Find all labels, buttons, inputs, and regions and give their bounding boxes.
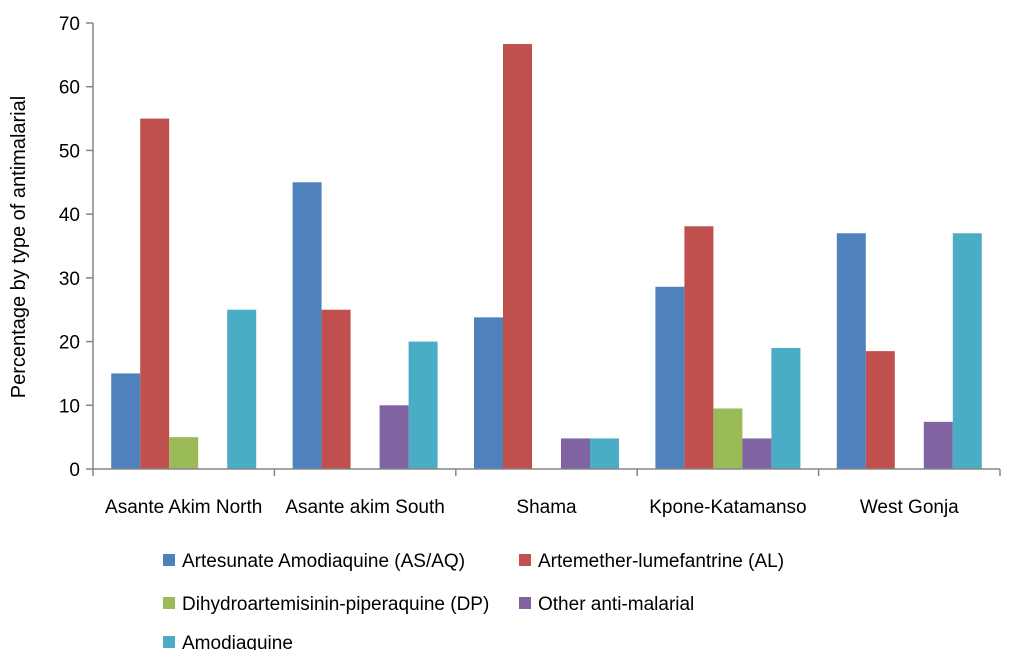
y-tick-label: 70	[59, 14, 80, 35]
bar	[227, 309, 257, 469]
x-category-label: Shama	[516, 497, 577, 518]
y-axis-title: Percentage by type of antimalarial	[8, 96, 30, 398]
bar	[169, 437, 199, 469]
bar	[590, 438, 619, 469]
x-category-label: Asante Akim North	[105, 497, 262, 518]
bar	[836, 233, 866, 469]
bar	[111, 373, 141, 469]
legend-swatch	[163, 554, 175, 566]
y-tick-label: 60	[59, 78, 80, 99]
legend-swatch	[163, 636, 175, 648]
x-category-label: West Gonja	[860, 497, 959, 518]
y-tick-label: 50	[59, 141, 80, 162]
legend-swatch	[519, 597, 531, 609]
y-tick-label: 30	[59, 269, 80, 290]
bar	[292, 182, 322, 470]
axes	[92, 23, 1000, 470]
bar	[503, 44, 532, 469]
bar	[474, 317, 503, 469]
legend-swatch	[163, 597, 175, 609]
x-category-label: Kpone-Katamanso	[649, 497, 806, 518]
plot-area	[111, 44, 982, 470]
bar	[561, 438, 590, 469]
legend-label: Artesunate Amodiaquine (AS/AQ)	[182, 551, 465, 572]
y-tick-label: 10	[59, 396, 80, 417]
y-axis-ticks: 0 10 20 30 40 50 60 70	[59, 14, 93, 481]
legend-label: Other anti-malarial	[538, 594, 694, 615]
x-category-label: Asante akim South	[285, 497, 444, 518]
bar	[379, 405, 409, 469]
y-tick-label: 0	[69, 460, 80, 481]
bar	[771, 347, 801, 469]
bar	[952, 233, 982, 469]
bar	[742, 438, 772, 469]
y-tick-label: 20	[59, 333, 80, 354]
bar	[140, 118, 170, 470]
y-tick-label: 40	[59, 205, 80, 226]
bar	[408, 341, 438, 469]
legend: Artesunate Amodiaquine (AS/AQ) Artemether…	[163, 551, 784, 650]
legend-label: Dihydroartemisinin-piperaquine (DP)	[182, 594, 489, 615]
bar	[684, 226, 714, 469]
bar	[865, 351, 895, 469]
bar	[923, 421, 953, 469]
x-axis-ticks: Asante Akim North Asante akim South Shama K…	[92, 469, 1001, 518]
bar	[655, 286, 685, 469]
bar	[713, 408, 743, 469]
legend-label: Amodiaquine	[182, 633, 293, 650]
bar	[321, 309, 351, 469]
legend-label: Artemether-lumefantrine (AL)	[538, 551, 784, 572]
legend-swatch	[519, 554, 531, 566]
